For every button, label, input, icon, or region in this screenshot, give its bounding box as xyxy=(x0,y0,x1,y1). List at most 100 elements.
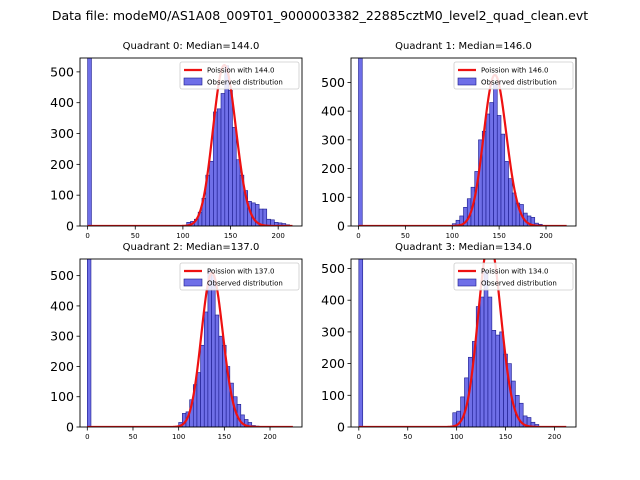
histogram-bar xyxy=(493,83,498,226)
x-tick-label: 200 xyxy=(548,433,561,441)
histogram-bar xyxy=(504,161,509,226)
histogram-bar xyxy=(487,296,493,427)
histogram-bar xyxy=(495,334,500,427)
histogram-bar xyxy=(209,160,214,226)
histogram-bar xyxy=(203,311,209,427)
histogram-bar xyxy=(262,208,268,226)
legend-fit-label: Poission with 144.0 xyxy=(207,67,275,75)
histogram-bar xyxy=(489,102,494,226)
histogram-bar xyxy=(216,108,222,226)
histogram-bar xyxy=(211,275,216,427)
histogram-bar xyxy=(224,65,229,226)
legend-box xyxy=(179,262,300,291)
y-tick-label: 300 xyxy=(321,132,345,147)
y-tick-label: 200 xyxy=(321,161,345,176)
histogram-bar xyxy=(214,314,220,427)
y-tick-label: 500 xyxy=(321,261,345,276)
x-tick-label: 200 xyxy=(271,232,284,240)
quadrant-2-plot-area xyxy=(87,259,293,427)
y-tick-label: 500 xyxy=(50,64,74,79)
quadrant-1-plot: 0 50 100 150 200 0 100 200 300 400 500 Quadrant 1: … xyxy=(321,41,577,240)
y-tick-label: 300 xyxy=(50,126,74,141)
histogram-bar xyxy=(358,259,364,427)
histogram-bar xyxy=(485,113,491,226)
x-tick-label: 100 xyxy=(176,232,189,240)
y-tick-label: 400 xyxy=(50,298,74,313)
axes-frame xyxy=(79,258,303,428)
x-tick-label: 50 xyxy=(403,433,412,441)
y-tick-label: 100 xyxy=(50,389,74,404)
x-tick-label: 150 xyxy=(499,433,512,441)
x-tick-label: 0 xyxy=(356,232,360,240)
legend: Poission with 146.0 Observed distribution xyxy=(453,61,574,90)
legend-fit-label: Poission with 146.0 xyxy=(481,67,549,75)
x-tick-label: 0 xyxy=(85,232,89,240)
y-tick-label: 400 xyxy=(321,104,345,119)
legend-fit-label: Poission with 137.0 xyxy=(207,268,275,276)
y-tick-label: 200 xyxy=(50,157,74,172)
y-tick-label: 100 xyxy=(321,190,345,205)
x-tick-label: 100 xyxy=(446,232,459,240)
x-tick-label: 150 xyxy=(492,232,505,240)
histogram-bar xyxy=(207,269,212,427)
histogram-bar xyxy=(483,271,489,427)
x-tick-label: 0 xyxy=(357,433,361,441)
histogram-bar xyxy=(508,178,513,226)
quadrant-3-plot: 0 50 100 150 200 0 100 200 300 400 500 Quadrant 3: … xyxy=(321,242,577,441)
histogram-bar xyxy=(220,93,226,226)
quadrant-2-plot: 0 50 100 150 200 0 100 200 300 400 500 Quadrant 2: … xyxy=(50,242,303,441)
axes-frame xyxy=(350,57,577,227)
histogram-bar xyxy=(247,422,253,427)
x-tick-label: 150 xyxy=(224,232,237,240)
y-tick-label: 400 xyxy=(50,95,74,110)
quadrant-0-plot-area xyxy=(87,58,293,226)
y-tick-label: 100 xyxy=(321,388,345,403)
y-tick-label: 300 xyxy=(321,324,345,339)
y-tick-label: 200 xyxy=(321,356,345,371)
y-tick-label: 0 xyxy=(337,219,345,234)
histogram-bar xyxy=(235,159,241,226)
quadrant-0-plot: 0 50 100 150 200 0 100 200 300 400 500 Quadrant 0: … xyxy=(50,41,303,240)
legend-hist-swatch xyxy=(457,77,477,86)
figure-title: Data file: modeM0/AS1A08_009T01_90000033… xyxy=(52,8,588,23)
x-tick-label: 50 xyxy=(401,232,410,240)
y-tick-label: 500 xyxy=(50,268,74,283)
x-tick-label: 0 xyxy=(85,433,89,441)
quadrant-title: Quadrant 1: Median=146.0 xyxy=(395,41,532,52)
legend: Poission with 144.0 Observed distribution xyxy=(179,61,300,90)
x-tick-label: 200 xyxy=(263,433,276,441)
legend-hist-swatch xyxy=(183,278,203,287)
legend-hist-swatch xyxy=(183,77,203,86)
y-tick-label: 300 xyxy=(50,329,74,344)
y-tick-label: 200 xyxy=(50,359,74,374)
histogram-bar xyxy=(87,58,92,226)
y-tick-label: 0 xyxy=(66,219,74,234)
y-tick-label: 400 xyxy=(321,293,345,308)
legend-hist-swatch xyxy=(457,278,477,287)
histogram-bar xyxy=(196,372,201,427)
y-tick-label: 500 xyxy=(321,75,345,90)
histogram-bar xyxy=(87,259,92,427)
histogram-bar xyxy=(218,335,223,427)
histogram-bar xyxy=(479,296,485,427)
legend-box xyxy=(179,61,300,90)
quadrant-title: Quadrant 2: Median=137.0 xyxy=(123,242,260,253)
axes-frame xyxy=(79,57,303,227)
x-tick-label: 100 xyxy=(450,433,463,441)
histogram-bar xyxy=(491,330,497,427)
histogram-bar xyxy=(228,90,233,226)
x-tick-label: 50 xyxy=(129,433,138,441)
poisson-fit-line xyxy=(87,63,293,226)
legend: Poission with 137.0 Observed distribution xyxy=(179,262,300,291)
legend-hist-label: Observed distribution xyxy=(481,79,557,87)
histogram-bar xyxy=(232,127,237,226)
legend-hist-label: Observed distribution xyxy=(207,280,283,288)
y-tick-label: 0 xyxy=(66,420,74,435)
y-tick-label: 0 xyxy=(337,420,345,435)
quadrant-1-plot-area xyxy=(358,58,567,226)
histogram-bar xyxy=(500,133,506,226)
legend-hist-label: Observed distribution xyxy=(481,280,557,288)
legend-hist-label: Observed distribution xyxy=(207,79,283,87)
legend-fit-label: Poission with 134.0 xyxy=(481,268,549,276)
